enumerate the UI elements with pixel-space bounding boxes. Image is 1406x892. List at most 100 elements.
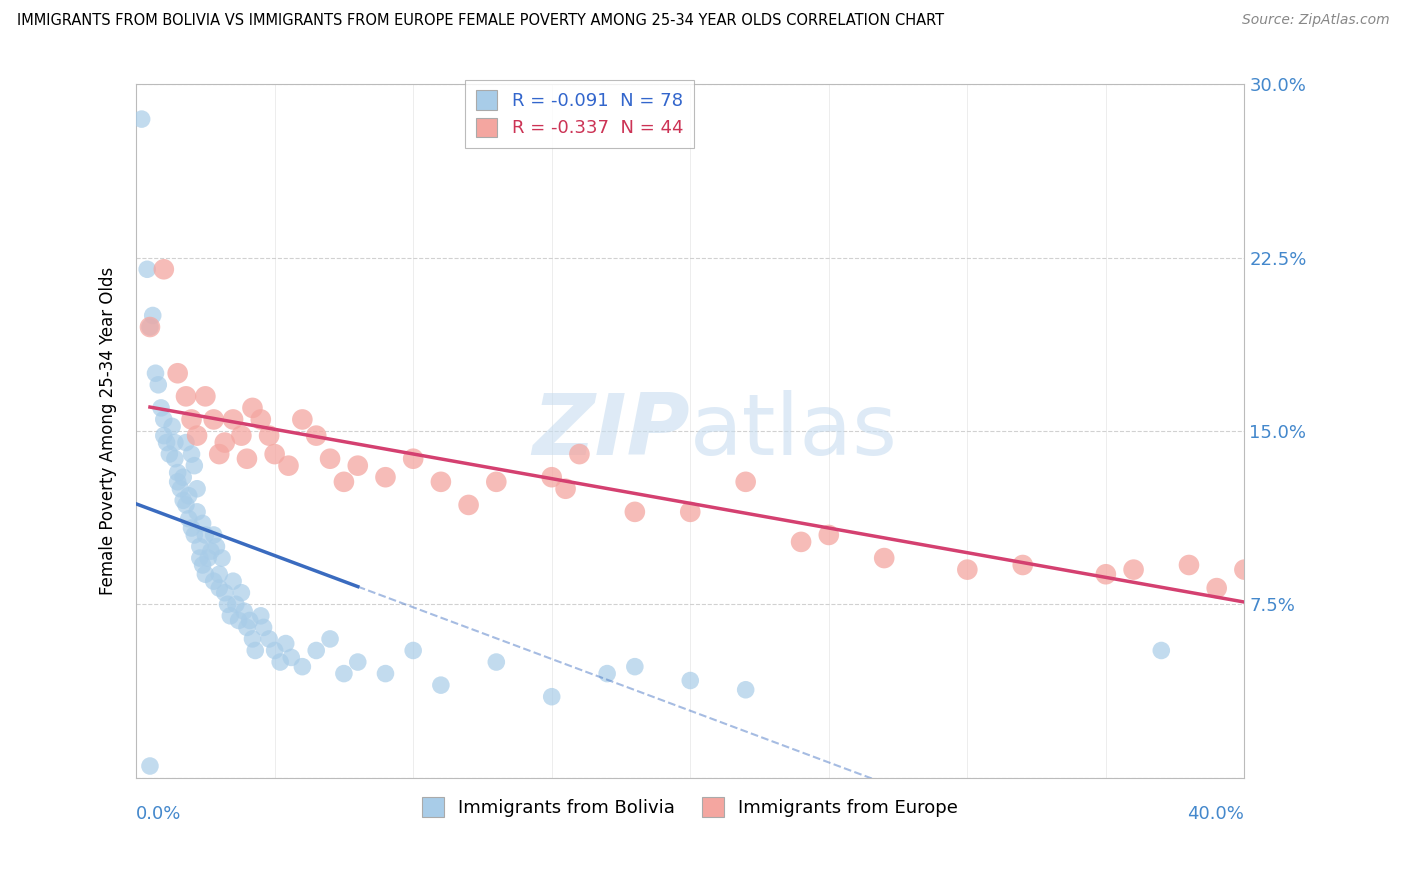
Point	[166, 475, 188, 489]
Point	[211, 551, 233, 566]
Point	[249, 412, 271, 426]
Point	[139, 320, 162, 334]
Point	[225, 597, 247, 611]
Point	[430, 475, 453, 489]
Point	[540, 470, 562, 484]
Point	[263, 643, 285, 657]
Point	[374, 666, 396, 681]
Text: 40.0%: 40.0%	[1188, 805, 1244, 823]
Point	[163, 451, 186, 466]
Point	[249, 608, 271, 623]
Point	[153, 428, 176, 442]
Point	[1178, 558, 1201, 572]
Point	[205, 540, 228, 554]
Point	[142, 309, 165, 323]
Point	[177, 512, 200, 526]
Point	[277, 458, 299, 473]
Point	[208, 581, 231, 595]
Point	[333, 666, 356, 681]
Text: atlas: atlas	[690, 390, 898, 473]
Point	[679, 505, 702, 519]
Point	[540, 690, 562, 704]
Point	[163, 435, 186, 450]
Point	[457, 498, 479, 512]
Point	[1205, 581, 1227, 595]
Point	[183, 458, 205, 473]
Text: IMMIGRANTS FROM BOLIVIA VS IMMIGRANTS FROM EUROPE FEMALE POVERTY AMONG 25-34 YEA: IMMIGRANTS FROM BOLIVIA VS IMMIGRANTS FR…	[17, 13, 943, 29]
Point	[333, 475, 356, 489]
Point	[274, 636, 297, 650]
Text: ZIP: ZIP	[533, 390, 690, 473]
Point	[153, 412, 176, 426]
Point	[257, 632, 280, 646]
Point	[956, 563, 979, 577]
Point	[734, 475, 756, 489]
Point	[231, 585, 253, 599]
Point	[222, 574, 245, 589]
Point	[186, 428, 208, 442]
Point	[231, 428, 253, 442]
Point	[200, 544, 222, 558]
Point	[174, 498, 197, 512]
Point	[291, 659, 314, 673]
Point	[679, 673, 702, 688]
Point	[180, 412, 202, 426]
Point	[624, 505, 647, 519]
Point	[236, 620, 259, 634]
Point	[186, 482, 208, 496]
Point	[319, 632, 342, 646]
Point	[214, 585, 236, 599]
Point	[236, 451, 259, 466]
Point	[177, 489, 200, 503]
Point	[202, 574, 225, 589]
Point	[208, 447, 231, 461]
Point	[155, 435, 177, 450]
Point	[197, 551, 219, 566]
Point	[263, 447, 285, 461]
Point	[145, 366, 167, 380]
Point	[1095, 567, 1118, 582]
Point	[136, 262, 159, 277]
Point	[222, 412, 245, 426]
Point	[194, 528, 217, 542]
Text: Source: ZipAtlas.com: Source: ZipAtlas.com	[1241, 13, 1389, 28]
Point	[624, 659, 647, 673]
Point	[194, 389, 217, 403]
Point	[734, 682, 756, 697]
Point	[208, 567, 231, 582]
Point	[214, 435, 236, 450]
Point	[305, 428, 328, 442]
Point	[790, 535, 813, 549]
Point	[242, 401, 264, 415]
Point	[402, 643, 425, 657]
Point	[157, 447, 180, 461]
Point	[217, 597, 239, 611]
Point	[150, 401, 173, 415]
Legend: Immigrants from Bolivia, Immigrants from Europe: Immigrants from Bolivia, Immigrants from…	[415, 789, 966, 824]
Point	[485, 475, 508, 489]
Point	[346, 458, 368, 473]
Point	[1233, 563, 1256, 577]
Point	[291, 412, 314, 426]
Point	[186, 505, 208, 519]
Text: 0.0%: 0.0%	[136, 805, 181, 823]
Point	[242, 632, 264, 646]
Point	[166, 366, 188, 380]
Point	[245, 643, 267, 657]
Point	[191, 516, 214, 531]
Point	[139, 759, 162, 773]
Point	[180, 521, 202, 535]
Point	[269, 655, 291, 669]
Point	[169, 482, 191, 496]
Point	[319, 451, 342, 466]
Point	[257, 428, 280, 442]
Point	[252, 620, 274, 634]
Point	[194, 567, 217, 582]
Point	[1150, 643, 1173, 657]
Point	[188, 540, 211, 554]
Point	[188, 551, 211, 566]
Point	[180, 447, 202, 461]
Point	[402, 451, 425, 466]
Point	[596, 666, 619, 681]
Point	[305, 643, 328, 657]
